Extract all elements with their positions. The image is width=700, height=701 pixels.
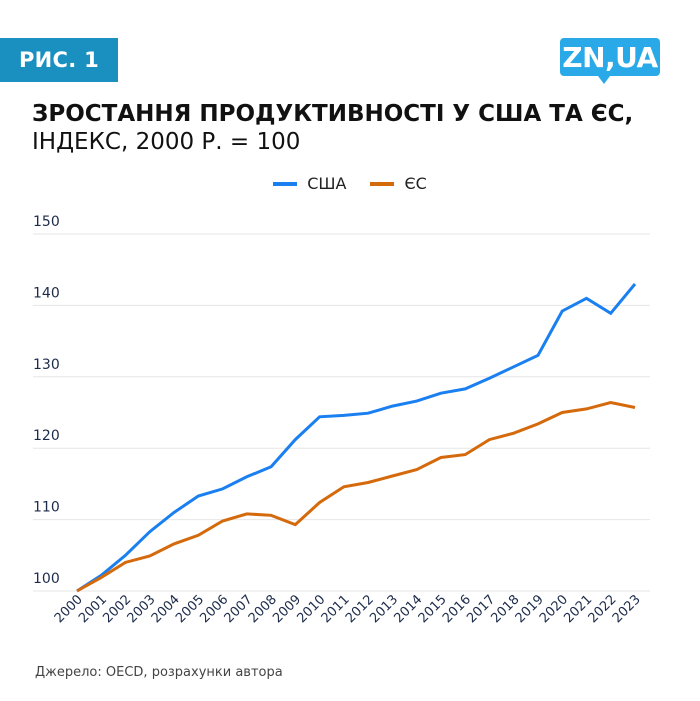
- y-tick-label: 100: [33, 571, 60, 587]
- y-tick-label: 150: [33, 214, 60, 230]
- legend-label-us: США: [307, 174, 347, 193]
- legend-swatch-us: [273, 181, 298, 186]
- legend-item-us: США: [273, 174, 346, 193]
- x-tick-label: 2023: [610, 592, 644, 626]
- legend-label-eu: ЄС: [404, 174, 427, 193]
- chart-title: ЗРОСТАННЯ ПРОДУКТИВНОСТІ У США ТА ЄС, ІН…: [32, 100, 633, 156]
- y-tick-label: 130: [33, 357, 60, 373]
- legend-swatch-eu: [370, 181, 395, 186]
- series-line-eu: [76, 400, 636, 593]
- source-note: Джерело: OECD, розрахунки автора: [35, 665, 283, 680]
- y-tick-label: 110: [33, 500, 60, 516]
- figure-badge: РИС. 1: [0, 38, 118, 82]
- figure-badge-label: РИС. 1: [18, 48, 100, 72]
- y-tick-label: 120: [33, 428, 60, 444]
- legend-item-eu: ЄС: [370, 174, 427, 193]
- logo-text: ZN,UA: [562, 40, 658, 74]
- y-tick-label: 140: [33, 285, 60, 301]
- chart-title-line2: ІНДЕКС, 2000 Р. = 100: [32, 129, 301, 155]
- zn-ua-logo: ZN,UA: [560, 38, 660, 76]
- logo-speech-tail: [598, 76, 610, 84]
- chart-title-line1: ЗРОСТАННЯ ПРОДУКТИВНОСТІ У США ТА ЄС,: [32, 101, 634, 127]
- series-line-us: [76, 283, 637, 593]
- legend: США ЄС: [0, 174, 700, 193]
